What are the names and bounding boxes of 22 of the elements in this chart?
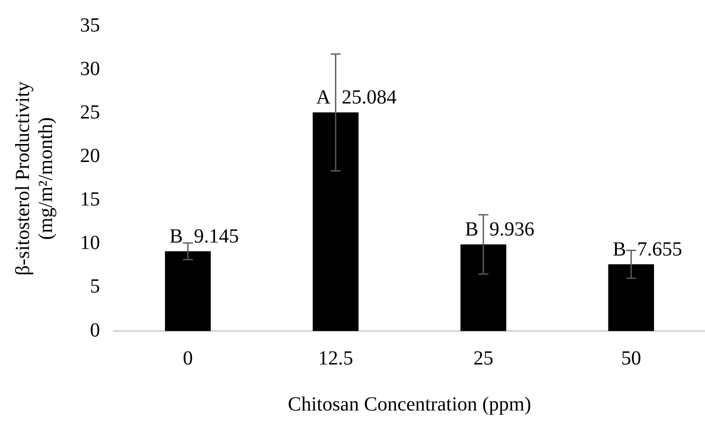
bar (164, 251, 211, 331)
data-label: A 25.084 (316, 86, 397, 109)
y-tick-label: 15 (80, 188, 100, 211)
x-tick-label: 0 (182, 347, 193, 370)
y-tick-label: 25 (80, 101, 100, 124)
x-tick-label: 25 (473, 347, 494, 370)
y-axis-title: β-sitosterol Productivity (mg/m²/month) (12, 81, 57, 276)
y-tick-label: 5 (90, 276, 100, 298)
y-tick-label: 20 (80, 144, 100, 167)
y-tick-label: 0 (90, 319, 100, 342)
bar (460, 244, 506, 331)
data-label: B 9.145 (170, 226, 239, 248)
bar (608, 264, 654, 331)
y-tick-label: 30 (80, 58, 100, 80)
y-tick-label: 35 (80, 14, 100, 36)
y-tick-label: 10 (80, 232, 100, 254)
bar (312, 112, 359, 331)
data-label: B 9.936 (465, 218, 534, 241)
x-axis-title: Chitosan Concentration (ppm) (288, 393, 532, 416)
data-label: B 7.655 (612, 238, 682, 261)
x-tick-label: 50 (621, 347, 642, 370)
x-tick-label: 12.5 (318, 347, 354, 370)
